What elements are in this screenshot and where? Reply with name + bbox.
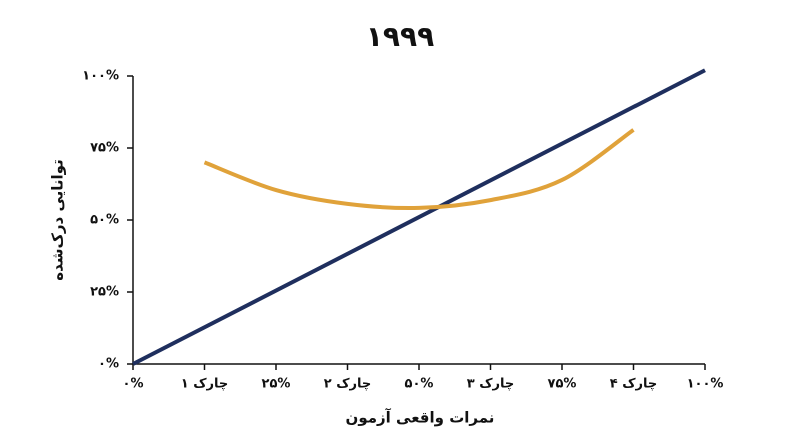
x-tick-label: ۱۰۰% [687,377,724,392]
chart-title: ۱۹۹۹ [366,20,434,53]
y-tick-label: ۰% [98,357,119,372]
x-tick-label: چارک ۱ [181,377,229,392]
x-axis-label: نمرات واقعی آزمون [346,409,495,427]
x-tick-label: ۰% [123,377,144,392]
y-tick-label: ۲۵% [90,285,119,300]
x-tick-label: چارک ۳ [467,377,515,392]
x-tick-label: چارک ۲ [324,377,372,392]
x-tick-label: ۷۵% [548,377,577,392]
x-tick-label: چارک ۴ [610,377,658,392]
y-tick-label: ۱۰۰% [82,69,119,84]
y-tick-label: ۷۵% [90,141,119,156]
line-series [203,128,635,211]
line-series [132,68,706,366]
y-axis-label: توانایی درک‌شده [49,159,67,280]
y-tick-label: ۵۰% [90,213,119,228]
x-tick-label: ۵۰% [405,377,434,392]
x-tick-label: ۲۵% [262,377,291,392]
